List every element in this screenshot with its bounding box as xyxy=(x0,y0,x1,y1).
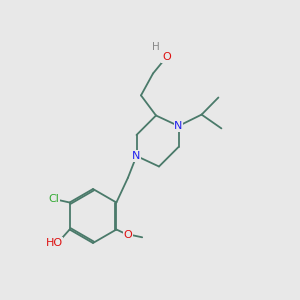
Text: HO: HO xyxy=(46,238,63,248)
Text: N: N xyxy=(174,121,183,131)
Text: Cl: Cl xyxy=(49,194,59,204)
Text: O: O xyxy=(162,52,171,62)
Text: N: N xyxy=(132,151,141,161)
Text: H: H xyxy=(152,41,160,52)
Text: O: O xyxy=(123,230,132,240)
